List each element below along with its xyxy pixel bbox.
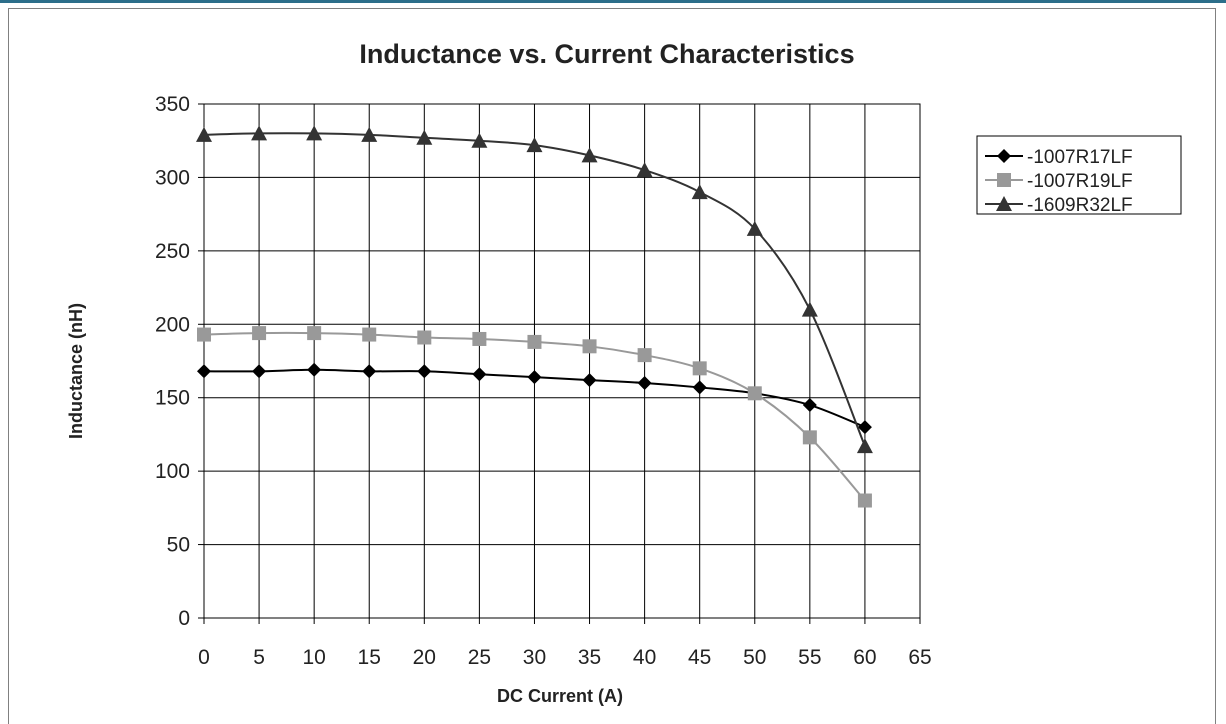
x-tick-label: 60 bbox=[853, 646, 876, 669]
y-tick-label: 100 bbox=[155, 460, 190, 483]
data-point-diamond bbox=[857, 420, 872, 435]
data-point-square bbox=[307, 326, 322, 341]
top-accent-rule bbox=[0, 0, 1226, 3]
series-square bbox=[197, 326, 872, 508]
data-point-square bbox=[252, 326, 267, 341]
data-point-square bbox=[582, 339, 597, 354]
legend-entry: -1007R19LF bbox=[985, 171, 1133, 192]
data-point-square bbox=[692, 361, 707, 376]
data-point-diamond bbox=[307, 362, 322, 377]
legend-entry: -1007R17LF bbox=[985, 147, 1133, 168]
grid-layer: 0 5 10 15 20 25 30 35 40 45 50 55 60 65 0 50 100 150 200 25… bbox=[155, 93, 932, 669]
data-point-square bbox=[637, 348, 652, 363]
data-point-triangle bbox=[251, 125, 268, 141]
chart-title: Inductance vs. Current Characteristics bbox=[359, 39, 854, 69]
data-point-triangle bbox=[526, 137, 543, 153]
x-tick-label: 25 bbox=[468, 646, 491, 669]
series-triangle bbox=[196, 125, 873, 454]
legend-marker-square bbox=[997, 173, 1011, 187]
y-tick-label: 250 bbox=[155, 240, 190, 263]
data-point-triangle bbox=[361, 126, 378, 142]
data-point-diamond bbox=[362, 364, 377, 379]
x-tick-label: 15 bbox=[358, 646, 381, 669]
data-point-diamond bbox=[472, 367, 487, 382]
data-point-square bbox=[802, 430, 817, 445]
data-point-square bbox=[857, 493, 872, 508]
x-tick-label: 45 bbox=[688, 646, 711, 669]
data-point-triangle bbox=[581, 147, 598, 163]
x-tick-label: 40 bbox=[633, 646, 656, 669]
data-point-diamond bbox=[527, 370, 542, 385]
data-point-square bbox=[417, 330, 432, 345]
data-point-triangle bbox=[636, 162, 653, 178]
data-point-diamond bbox=[417, 364, 432, 379]
y-tick-label: 300 bbox=[155, 166, 190, 189]
data-point-triangle bbox=[856, 438, 873, 454]
x-tick-label: 20 bbox=[413, 646, 436, 669]
x-tick-label: 10 bbox=[302, 646, 325, 669]
data-point-square bbox=[472, 331, 487, 346]
legend-entry: -1609R32LF bbox=[985, 195, 1133, 216]
legend-label: -1609R32LF bbox=[1027, 195, 1133, 216]
y-axis-label: Inductance (nH) bbox=[66, 303, 86, 439]
data-point-square bbox=[527, 334, 542, 349]
data-point-triangle bbox=[746, 220, 763, 236]
series-layer bbox=[196, 125, 873, 508]
y-tick-label: 0 bbox=[178, 607, 190, 630]
x-tick-label: 5 bbox=[253, 646, 265, 669]
data-point-triangle bbox=[196, 126, 212, 142]
data-point-triangle bbox=[471, 132, 488, 148]
data-point-square bbox=[747, 386, 762, 401]
x-tick-label: 35 bbox=[578, 646, 601, 669]
x-tick-label: 50 bbox=[743, 646, 766, 669]
data-point-diamond bbox=[637, 376, 652, 391]
data-point-diamond bbox=[692, 380, 707, 395]
data-point-diamond bbox=[197, 364, 211, 379]
data-point-diamond bbox=[802, 398, 817, 413]
chart-frame bbox=[8, 8, 1216, 724]
legend-marker-diamond bbox=[997, 149, 1011, 163]
y-tick-label: 50 bbox=[167, 534, 190, 557]
data-point-square bbox=[197, 327, 211, 342]
y-tick-label: 350 bbox=[155, 93, 190, 116]
y-tick-label: 150 bbox=[155, 387, 190, 410]
x-tick-label: 0 bbox=[198, 646, 210, 669]
legend: -1007R17LF -1007R19LF -1609R32LF bbox=[976, 135, 1182, 216]
legend-label: -1007R19LF bbox=[1027, 171, 1133, 192]
data-point-triangle bbox=[691, 184, 708, 200]
data-point-diamond bbox=[582, 373, 597, 388]
data-point-triangle bbox=[416, 129, 433, 145]
x-tick-label: 65 bbox=[908, 646, 931, 669]
data-point-triangle bbox=[801, 301, 818, 317]
x-axis-label: DC Current (A) bbox=[497, 686, 623, 706]
x-tick-label: 55 bbox=[798, 646, 821, 669]
data-point-diamond bbox=[252, 364, 267, 379]
data-point-triangle bbox=[306, 125, 323, 141]
legend-marker-triangle bbox=[996, 196, 1012, 211]
plot-area-border bbox=[203, 103, 921, 619]
y-tick-label: 200 bbox=[155, 313, 190, 336]
legend-label: -1007R17LF bbox=[1027, 147, 1133, 168]
data-point-square bbox=[362, 327, 377, 342]
x-tick-label: 30 bbox=[523, 646, 546, 669]
